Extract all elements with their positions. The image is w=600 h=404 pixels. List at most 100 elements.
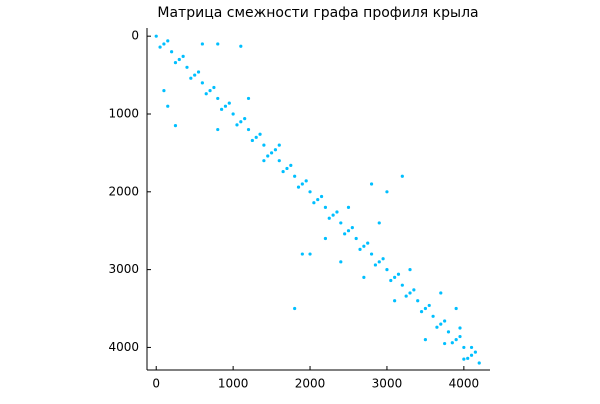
point [331,213,335,217]
point [443,341,447,346]
point [200,81,204,85]
point [362,244,366,248]
point [377,221,381,225]
point [339,221,343,225]
y-tick-label: 4000 [108,340,139,354]
point [354,236,358,241]
point [308,252,312,256]
point [346,229,351,233]
point [185,65,189,69]
y-tick-label: 0 [131,29,139,43]
point [416,299,420,303]
point [162,89,166,93]
point [269,151,274,155]
point [296,185,301,189]
point [454,306,458,311]
point [196,70,201,74]
point [266,154,270,158]
point [435,325,439,329]
point [335,210,339,214]
point [404,294,408,298]
point [385,190,389,194]
x-tick-label: 2000 [295,377,326,391]
point [393,275,397,279]
point [323,236,328,241]
point [173,61,178,65]
point [254,135,258,139]
point [216,96,220,101]
point [462,345,466,350]
point [462,357,466,361]
point [458,326,462,330]
point [181,54,185,59]
point [216,42,220,46]
point [319,194,324,199]
point [439,322,443,326]
point [339,260,343,264]
point [173,124,178,128]
point [446,330,451,334]
point [246,127,251,132]
point [281,169,285,174]
point [346,205,351,209]
point [327,216,331,220]
point [408,268,412,272]
x-tick-label: 4000 [449,377,480,391]
point [162,42,166,46]
point [431,314,435,318]
point [358,247,362,251]
point [216,127,220,132]
point [170,50,174,54]
point [262,143,266,147]
point [243,117,247,121]
point [469,353,474,357]
point [277,143,281,147]
x-tick-label: 1000 [218,377,249,391]
point [158,45,162,49]
point [454,338,458,342]
point [385,268,389,272]
point [412,288,416,292]
point [469,345,474,350]
point [369,182,374,186]
point [408,291,412,295]
point [423,306,427,311]
point [419,310,424,314]
point [458,334,462,339]
point [166,39,170,43]
point [277,159,281,163]
point [443,319,447,323]
point [312,201,316,205]
y-tick-label: 3000 [108,262,139,276]
point [293,306,297,311]
point [389,278,393,283]
y-tick-label: 2000 [108,184,139,198]
point [323,205,328,209]
point [377,260,381,264]
point [219,107,224,111]
point [369,252,374,256]
point [396,272,401,276]
point [293,174,297,178]
point [239,44,243,48]
point [177,57,181,62]
point [239,120,243,124]
point [381,257,385,261]
point [223,104,228,108]
point [350,225,354,230]
x-tick-label: 3000 [372,377,403,391]
point [235,123,239,127]
point [200,42,204,46]
point [227,101,231,105]
point [193,73,197,77]
point [427,303,431,308]
point [154,34,158,38]
point [189,76,193,80]
point [166,104,170,108]
point [204,92,208,96]
point [250,138,254,143]
point [362,275,366,279]
point [212,85,216,90]
